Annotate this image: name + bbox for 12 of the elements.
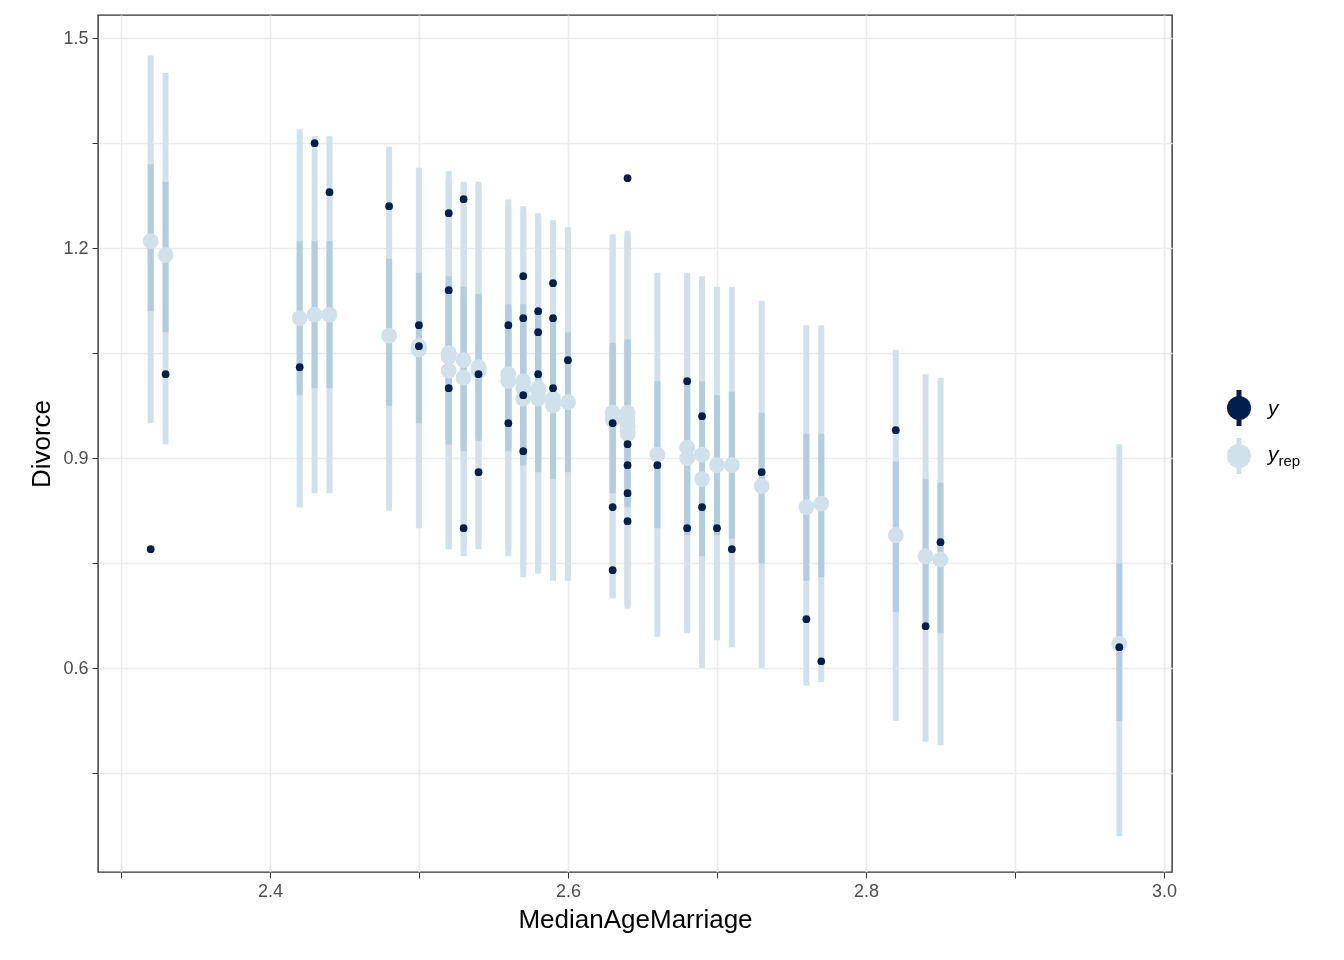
x-tick-label: 2.4 <box>257 880 283 901</box>
x-tick-label: 2.8 <box>853 880 879 901</box>
x-tick-label: 2.6 <box>555 880 581 901</box>
y-tick-label: 1.2 <box>63 237 89 258</box>
y-tick-label: 0.9 <box>63 447 89 468</box>
y-axis-title: Divorce <box>26 399 57 489</box>
legend-label: y$_{rep}$ <box>1268 441 1301 470</box>
x-axis-title: MedianAgeMarriage <box>518 903 753 934</box>
y-tick-label: 1.5 <box>63 27 89 48</box>
x-tick-label: 3.0 <box>1152 880 1178 901</box>
y-tick-label: 0.6 <box>63 657 89 678</box>
legend-label: y <box>1268 395 1279 420</box>
